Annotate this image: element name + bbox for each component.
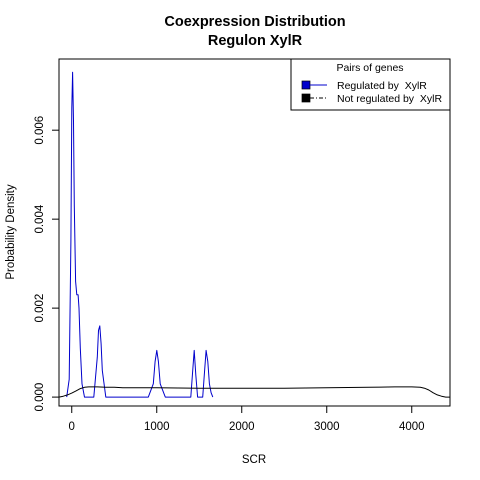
x-tick-label: 0: [69, 421, 75, 433]
series-line-not-regulated: [58, 386, 450, 398]
series-line-regulated: [66, 71, 214, 398]
legend-swatch-regulated: [301, 80, 311, 90]
legend-label-not-regulated: Not regulated by XylR: [337, 93, 442, 105]
legend-label-regulated: Regulated by XylR: [337, 80, 427, 92]
series-layer: [58, 71, 450, 398]
plot-frame: [58, 58, 451, 407]
x-tick-label: 3000: [314, 421, 340, 433]
y-tick-label: 0.000: [34, 383, 46, 412]
y-axis: 0.000 0.002 0.004 0.006: [34, 116, 59, 412]
y-tick-label: 0.002: [34, 294, 46, 323]
legend: Pairs of genes Regulated by XylR Not reg…: [290, 58, 451, 111]
y-tick-label: 0.004: [34, 204, 46, 233]
y-axis-label: Probability Density: [5, 184, 17, 279]
y-tick-label: 0.006: [34, 116, 46, 145]
chart-subtitle: Regulon XylR: [208, 33, 303, 49]
chart-title: Coexpression Distribution: [164, 14, 345, 30]
x-axis-label: SCR: [242, 454, 266, 466]
x-tick-label: 2000: [229, 421, 255, 433]
legend-swatch-not-regulated: [301, 93, 311, 103]
x-tick-label: 4000: [399, 421, 425, 433]
x-tick-label: 1000: [144, 421, 170, 433]
x-axis: 0 1000 2000 3000 4000: [69, 406, 425, 433]
legend-title: Pairs of genes: [336, 62, 403, 74]
